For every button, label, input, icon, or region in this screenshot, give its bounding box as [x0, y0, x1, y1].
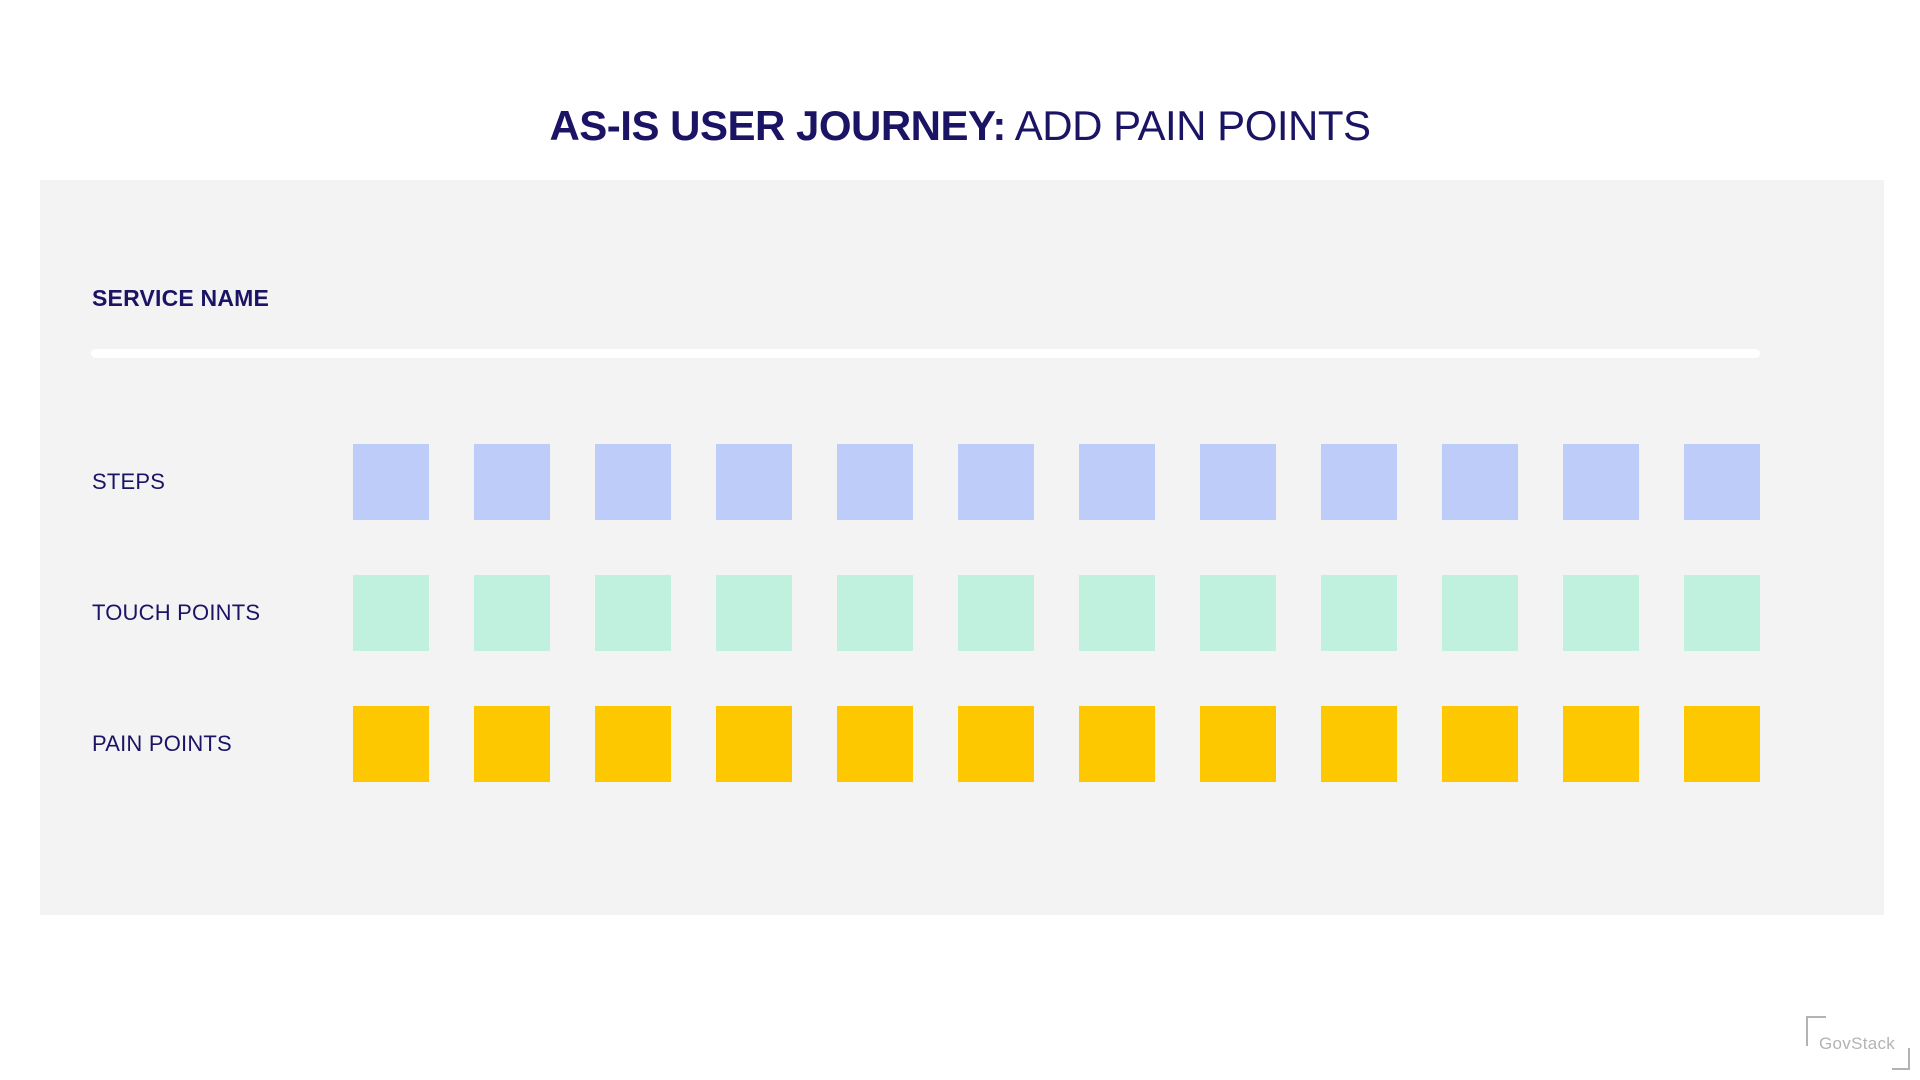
steps-cell[interactable] [1684, 444, 1760, 520]
govstack-logo-text: GovStack [1819, 1034, 1896, 1053]
journey-rows: STEPS TOUCH POINTS PAIN POINTS [92, 444, 1852, 782]
pain-points-cell[interactable] [1321, 706, 1397, 782]
pain-points-cell[interactable] [1442, 706, 1518, 782]
steps-cell[interactable] [837, 444, 913, 520]
steps-cell[interactable] [353, 444, 429, 520]
touch-points-cell[interactable] [716, 575, 792, 651]
touch-points-squares [353, 575, 1760, 651]
row-label-steps: STEPS [92, 469, 166, 494]
logo-bracket-bottom-right-icon [1892, 1048, 1910, 1070]
govstack-logo: GovStack [1806, 1016, 1910, 1070]
touch-points-cell[interactable] [837, 575, 913, 651]
pain-points-cell[interactable] [1684, 706, 1760, 782]
page-title: AS-IS USER JOURNEY: ADD PAIN POINTS [0, 98, 1920, 154]
steps-cell[interactable] [595, 444, 671, 520]
row-label-touch-points: TOUCH POINTS [92, 600, 261, 625]
service-name-label: SERVICE NAME [92, 285, 270, 311]
steps-cell[interactable] [1442, 444, 1518, 520]
pain-points-cell[interactable] [958, 706, 1034, 782]
row-label-pain-points: PAIN POINTS [92, 731, 232, 756]
pain-points-squares [353, 706, 1760, 782]
pain-points-cell[interactable] [837, 706, 913, 782]
pain-points-cell[interactable] [716, 706, 792, 782]
page-title-bold: AS-IS USER JOURNEY: [549, 102, 1006, 149]
steps-cell[interactable] [1563, 444, 1639, 520]
touch-points-cell[interactable] [1442, 575, 1518, 651]
steps-cell[interactable] [474, 444, 550, 520]
steps-cell[interactable] [1200, 444, 1276, 520]
service-name-fill-in-line[interactable] [91, 349, 1760, 358]
journey-row-steps: STEPS [92, 444, 1852, 520]
touch-points-cell[interactable] [1563, 575, 1639, 651]
touch-points-cell[interactable] [1200, 575, 1276, 651]
steps-cell[interactable] [716, 444, 792, 520]
touch-points-cell[interactable] [353, 575, 429, 651]
touch-points-cell[interactable] [1079, 575, 1155, 651]
journey-row-touch-points: TOUCH POINTS [92, 575, 1852, 651]
steps-cell[interactable] [1079, 444, 1155, 520]
pain-points-cell[interactable] [1200, 706, 1276, 782]
logo-bracket-top-left-icon [1806, 1016, 1826, 1046]
pain-points-cell[interactable] [1563, 706, 1639, 782]
pain-points-cell[interactable] [595, 706, 671, 782]
journey-row-pain-points: PAIN POINTS [92, 706, 1852, 782]
steps-squares [353, 444, 1760, 520]
touch-points-cell[interactable] [1684, 575, 1760, 651]
touch-points-cell[interactable] [474, 575, 550, 651]
steps-cell[interactable] [958, 444, 1034, 520]
journey-panel: SERVICE NAME STEPS TOUCH POINTS PAIN POINT… [40, 180, 1884, 915]
page-title-regular: ADD PAIN POINTS [1005, 102, 1371, 149]
touch-points-cell[interactable] [958, 575, 1034, 651]
touch-points-cell[interactable] [1321, 575, 1397, 651]
touch-points-cell[interactable] [595, 575, 671, 651]
pain-points-cell[interactable] [474, 706, 550, 782]
pain-points-cell[interactable] [353, 706, 429, 782]
pain-points-cell[interactable] [1079, 706, 1155, 782]
steps-cell[interactable] [1321, 444, 1397, 520]
